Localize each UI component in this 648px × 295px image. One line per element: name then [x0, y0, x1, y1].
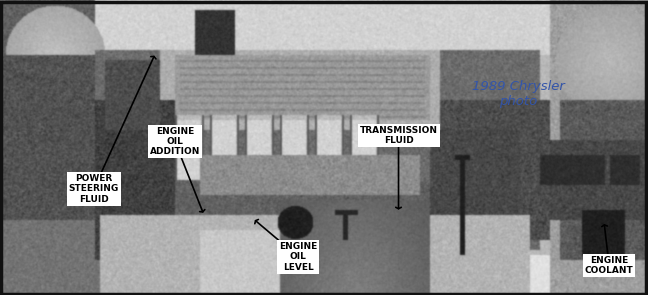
Text: ENGINE
OIL
LEVEL: ENGINE OIL LEVEL [279, 242, 318, 272]
Text: 1989 Chrysler
photo: 1989 Chrysler photo [472, 81, 565, 108]
Text: ENGINE
COOLANT: ENGINE COOLANT [584, 256, 634, 275]
Text: ENGINE
OIL
ADDITION: ENGINE OIL ADDITION [150, 127, 200, 157]
Text: TRANSMISSION
FLUID: TRANSMISSION FLUID [360, 126, 437, 145]
Text: POWER
STEERING
FLUID: POWER STEERING FLUID [69, 174, 119, 204]
